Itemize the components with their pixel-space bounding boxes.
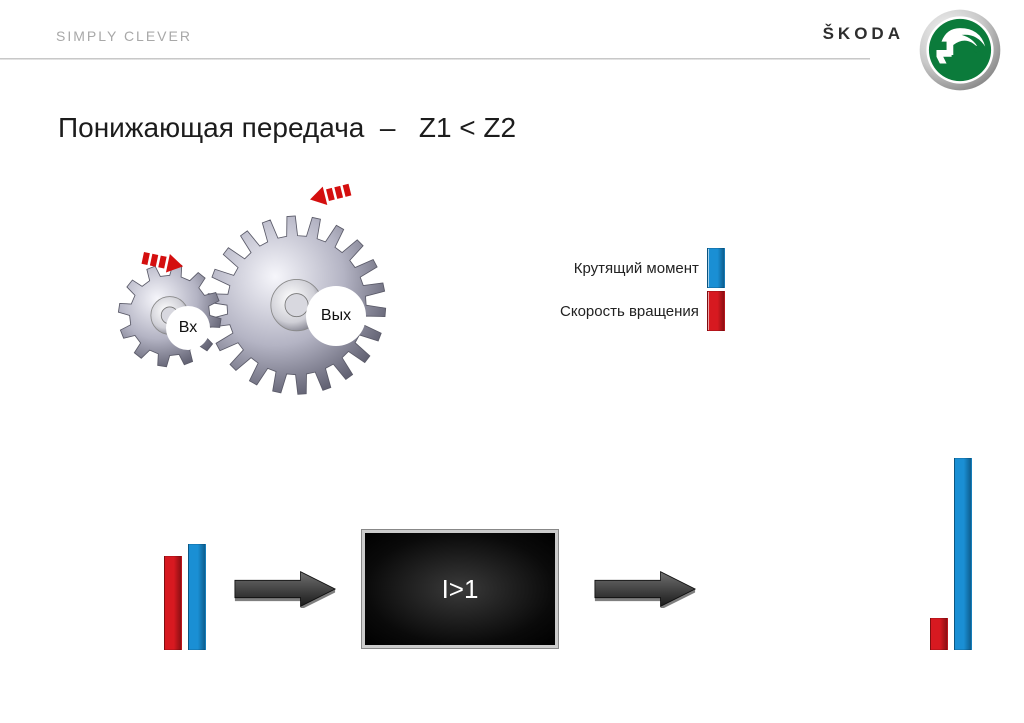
flow-arrow-icon [590, 570, 700, 608]
gear-input-label: Вх [166, 306, 210, 350]
output-bars [930, 450, 990, 650]
legend-row-torque: Крутящий момент [560, 248, 725, 288]
bar [188, 544, 206, 650]
ratio-box: I>1 [362, 530, 558, 648]
legend-swatch-speed [707, 291, 725, 331]
bar [954, 458, 972, 650]
flow-arrow-icon [230, 570, 340, 608]
tagline: SIMPLY CLEVER [56, 28, 192, 44]
rotation-arrow-output [308, 180, 352, 208]
ratio-text: I>1 [442, 574, 479, 605]
brand-logo-icon [918, 8, 1002, 92]
gear-diagram [60, 160, 420, 440]
input-bars [164, 450, 224, 650]
header-divider [0, 58, 870, 60]
bar [930, 618, 948, 650]
legend-label: Скорость вращения [560, 303, 699, 320]
legend-row-speed: Скорость вращения [560, 291, 725, 331]
legend-label: Крутящий момент [574, 260, 699, 277]
legend: Крутящий момент Скорость вращения [560, 245, 725, 334]
bar [164, 556, 182, 650]
slide-title: Понижающая передача – Z1 < Z2 [58, 112, 516, 144]
gear-output-label: Вых [306, 286, 366, 346]
legend-swatch-torque [707, 248, 725, 288]
brand-wordmark: ŠKODA [823, 24, 904, 44]
